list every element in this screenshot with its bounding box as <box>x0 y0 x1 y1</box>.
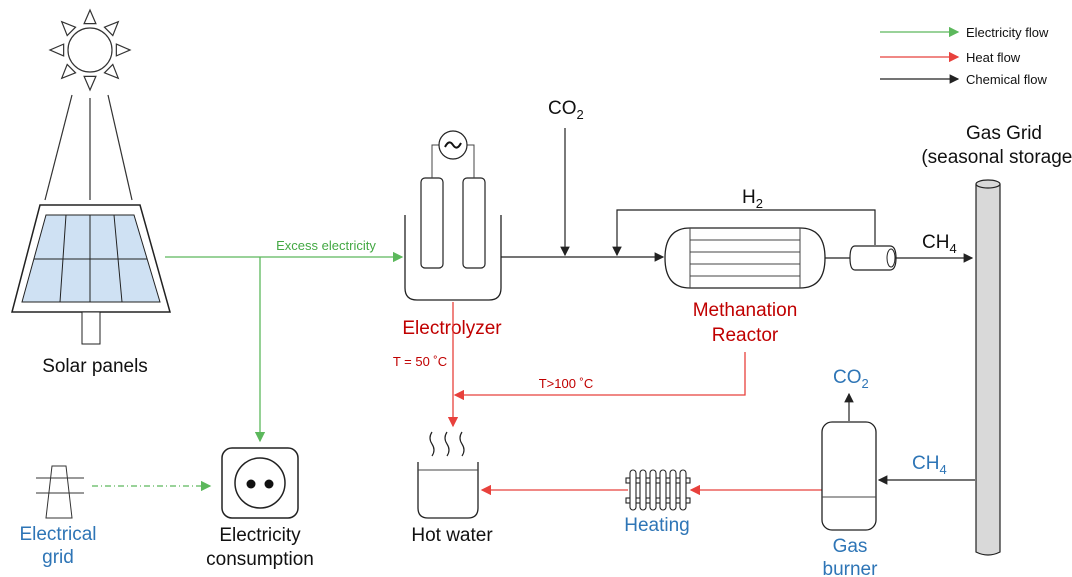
radiator-fin <box>659 469 667 511</box>
chemical-flow <box>612 209 876 257</box>
node-label: Electrolyzer <box>402 318 502 339</box>
formula: CO <box>833 367 862 388</box>
node-label: grid <box>42 547 74 568</box>
gas-grid-top <box>975 179 1001 189</box>
node-label: Gas Grid <box>966 123 1042 144</box>
sun-disk <box>67 27 113 73</box>
heat-flow <box>453 352 746 401</box>
subscript: 4 <box>939 462 946 477</box>
steam <box>429 431 465 457</box>
node-label: Methanation <box>693 300 798 321</box>
panel-stand <box>81 311 101 345</box>
formula-label: CH4 <box>922 232 957 256</box>
subscript: 4 <box>949 241 956 256</box>
radiator-fin <box>679 469 687 511</box>
separator-end <box>886 248 896 268</box>
electrolyzer-tank <box>404 215 502 301</box>
node-label: Hot water <box>411 525 493 546</box>
sun-ray-line <box>44 94 73 201</box>
sun-ray <box>83 8 97 25</box>
solar-panel: Solar panels <box>11 204 171 377</box>
gas-burner <box>821 421 877 531</box>
sun-rays <box>48 8 132 92</box>
sun-ray <box>103 20 120 37</box>
node-label: consumption <box>206 549 314 570</box>
sun <box>44 8 133 201</box>
formula: H <box>742 187 756 208</box>
reactor-vessel <box>664 227 826 289</box>
node-label: Solar panels <box>42 356 148 377</box>
cup <box>417 462 479 519</box>
sun-ray <box>60 63 77 80</box>
gas-grid <box>975 179 1001 556</box>
electrolyzer <box>404 130 502 301</box>
subscript: 2 <box>862 376 869 391</box>
pylon <box>36 465 84 519</box>
socket-hole <box>264 479 274 489</box>
sun-ray <box>60 20 77 37</box>
node-label: Gas <box>833 536 868 557</box>
legend-label: Chemical flow <box>966 72 1048 87</box>
radiator-bar <box>625 477 691 484</box>
subscript: 2 <box>577 107 584 122</box>
sun-ray-line <box>107 94 133 201</box>
ac-symbol <box>444 141 462 149</box>
flow-label: Excess electricity <box>276 238 376 253</box>
burner-body <box>821 421 877 531</box>
flow-label: T>100 ˚C <box>539 376 594 391</box>
legend: Electricity flow Heat flow Chemical flow <box>880 25 1049 87</box>
legend-label: Electricity flow <box>966 25 1049 40</box>
gas-grid-pipe <box>975 184 1001 556</box>
sun-ray <box>115 43 132 57</box>
flow-label: T = 50 ˚C <box>393 354 447 369</box>
node-label: Reactor <box>712 325 779 346</box>
electrode <box>462 177 486 269</box>
formula: CO <box>548 98 577 119</box>
formula-label: CH4 <box>912 453 947 477</box>
formula-label: CO2 <box>548 98 584 122</box>
electrode <box>420 177 444 269</box>
sun-ray <box>83 75 97 92</box>
subscript: 2 <box>756 196 763 211</box>
sun-ray <box>103 63 120 80</box>
hot-water <box>417 431 479 519</box>
formula: CH <box>912 453 939 474</box>
sun-ray <box>48 43 65 57</box>
socket-face <box>234 457 286 509</box>
radiator-fin <box>629 469 637 511</box>
reactor <box>664 227 897 289</box>
formula-label: H2 <box>742 187 763 211</box>
legend-label: Heat flow <box>966 50 1021 65</box>
radiator-bar <box>625 497 691 504</box>
panel-grid <box>34 214 147 303</box>
formula-label: CO2 <box>833 367 869 391</box>
reactor-tubes <box>689 228 801 288</box>
radiator <box>625 469 691 511</box>
pylon-body <box>45 465 73 519</box>
socket-hole <box>246 479 256 489</box>
node-label: Electricity <box>219 525 301 546</box>
node-label: (seasonal storage) <box>921 147 1072 168</box>
radiator-fin <box>669 469 677 511</box>
socket <box>221 447 299 519</box>
wire <box>431 144 475 178</box>
radiator-fin <box>649 469 657 511</box>
node-label: burner <box>823 559 879 577</box>
formula: CH <box>922 232 949 253</box>
node-label: Heating <box>624 515 690 536</box>
radiator-fin <box>639 469 647 511</box>
node-label: Electrical <box>19 524 96 545</box>
separator <box>849 245 897 271</box>
